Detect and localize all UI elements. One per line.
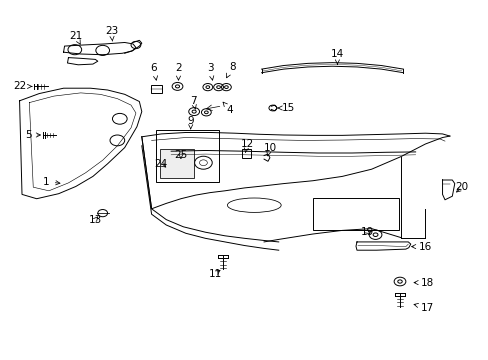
Circle shape: [199, 160, 207, 166]
Text: 13: 13: [88, 215, 102, 225]
Bar: [150, 85, 162, 93]
Circle shape: [268, 105, 276, 111]
Text: 15: 15: [278, 103, 295, 113]
Ellipse shape: [227, 198, 281, 212]
Text: 24: 24: [154, 159, 168, 169]
Bar: [312, 198, 398, 230]
Text: 19: 19: [360, 227, 374, 237]
Bar: [155, 130, 219, 182]
Text: 14: 14: [330, 49, 344, 64]
Circle shape: [194, 156, 212, 169]
Circle shape: [110, 135, 124, 146]
Text: 6: 6: [150, 63, 157, 80]
Circle shape: [96, 45, 109, 55]
Text: 16: 16: [411, 242, 431, 252]
Text: 7: 7: [189, 96, 196, 109]
Text: 9: 9: [187, 116, 194, 129]
Text: 25: 25: [174, 150, 187, 160]
Text: 22: 22: [13, 81, 32, 91]
Text: 4: 4: [223, 102, 233, 115]
Text: 11: 11: [208, 269, 222, 279]
Text: 18: 18: [413, 278, 434, 288]
Text: 21: 21: [69, 31, 82, 44]
Text: 10: 10: [263, 143, 276, 156]
Circle shape: [68, 45, 81, 55]
Text: 3: 3: [206, 63, 213, 80]
Text: 5: 5: [25, 130, 41, 140]
Bar: [242, 149, 250, 158]
Text: 1: 1: [43, 177, 60, 187]
Bar: [160, 149, 193, 178]
Text: 17: 17: [413, 303, 434, 313]
Circle shape: [112, 113, 127, 124]
Circle shape: [131, 41, 141, 49]
Text: 8: 8: [226, 62, 235, 78]
Text: 12: 12: [240, 139, 253, 152]
Text: 20: 20: [455, 182, 468, 192]
Text: 2: 2: [175, 63, 182, 80]
Text: 23: 23: [104, 26, 118, 41]
